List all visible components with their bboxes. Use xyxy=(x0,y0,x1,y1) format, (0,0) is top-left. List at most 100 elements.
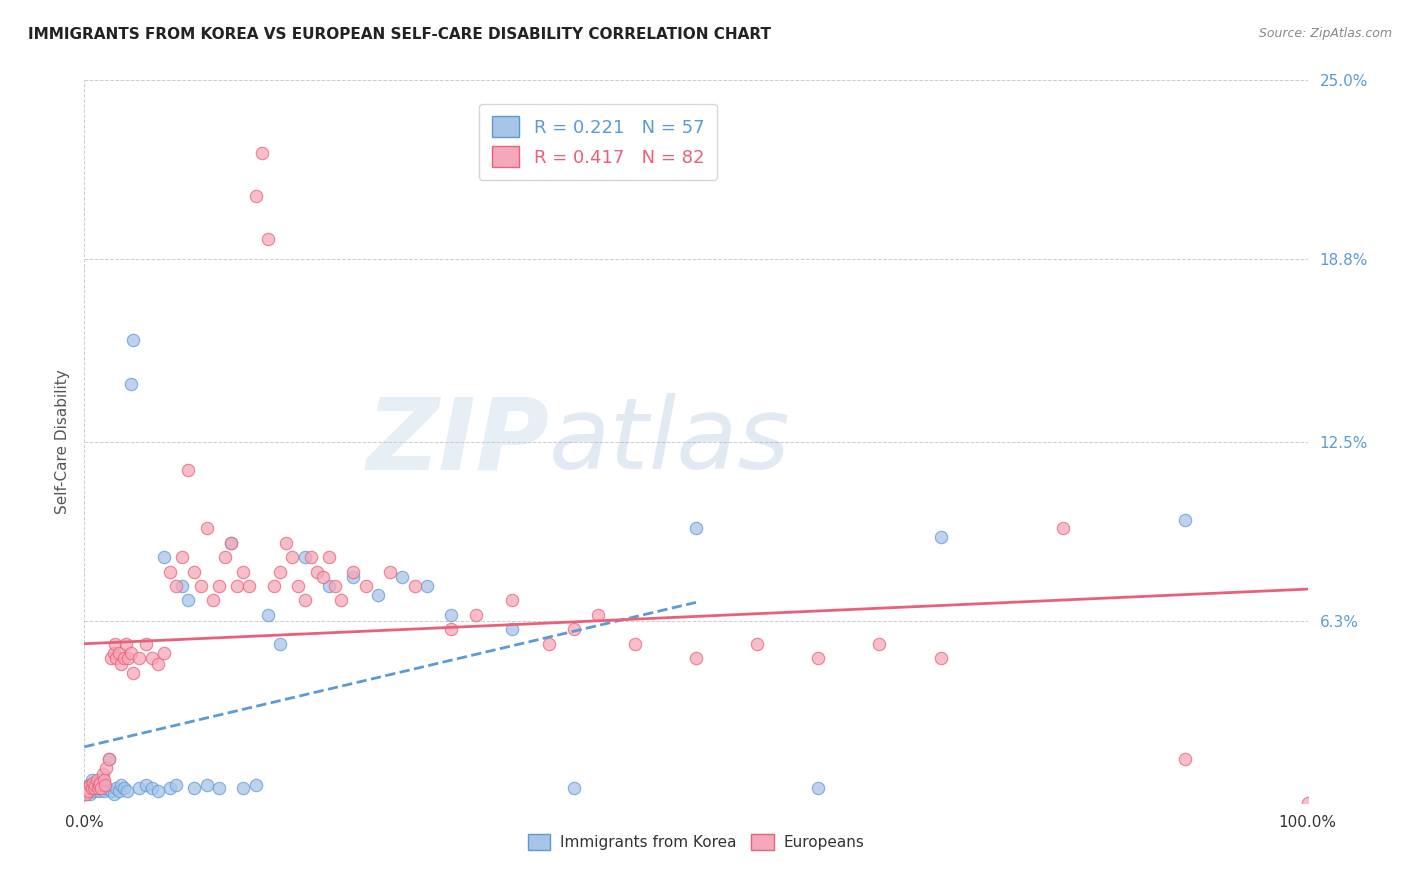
Point xyxy=(159,781,181,796)
Point xyxy=(87,781,110,796)
Point xyxy=(77,784,100,798)
Point xyxy=(502,593,524,607)
Point xyxy=(226,579,249,593)
Point xyxy=(177,463,200,477)
Point xyxy=(165,579,187,593)
Point xyxy=(97,752,120,766)
Point xyxy=(1174,512,1197,526)
Point xyxy=(354,579,377,593)
Point xyxy=(96,761,118,775)
Point xyxy=(77,784,100,798)
Point xyxy=(208,579,231,593)
Point xyxy=(135,637,157,651)
Point xyxy=(232,781,254,796)
Point xyxy=(586,607,609,622)
Point xyxy=(440,607,463,622)
Point xyxy=(141,651,163,665)
Point xyxy=(318,550,340,565)
Point xyxy=(87,779,110,793)
Point xyxy=(195,779,218,793)
Point xyxy=(146,784,169,798)
Point xyxy=(276,535,298,549)
Point xyxy=(807,651,830,665)
Text: ZIP: ZIP xyxy=(366,393,550,490)
Point xyxy=(299,550,322,565)
Point xyxy=(153,550,176,565)
Point xyxy=(103,646,125,660)
Point xyxy=(84,775,107,789)
Point xyxy=(79,787,101,801)
Y-axis label: Self-Care Disability: Self-Care Disability xyxy=(55,369,70,514)
Text: atlas: atlas xyxy=(550,393,790,490)
Point xyxy=(128,651,150,665)
Point xyxy=(86,772,108,787)
Point xyxy=(97,752,120,766)
Point xyxy=(562,781,585,796)
Point xyxy=(80,781,103,796)
Point xyxy=(214,550,236,565)
Point xyxy=(807,781,830,796)
Point xyxy=(219,535,242,549)
Text: IMMIGRANTS FROM KOREA VS EUROPEAN SELF-CARE DISABILITY CORRELATION CHART: IMMIGRANTS FROM KOREA VS EUROPEAN SELF-C… xyxy=(28,27,770,42)
Point xyxy=(312,570,335,584)
Point xyxy=(105,651,128,665)
Point xyxy=(208,781,231,796)
Point xyxy=(86,781,108,796)
Point xyxy=(195,521,218,535)
Point xyxy=(269,565,291,579)
Point xyxy=(82,775,104,789)
Point xyxy=(93,772,115,787)
Point xyxy=(104,637,127,651)
Point xyxy=(87,779,110,793)
Point xyxy=(120,376,142,391)
Point xyxy=(120,646,142,660)
Point xyxy=(90,781,112,796)
Point xyxy=(440,623,463,637)
Point xyxy=(263,579,285,593)
Point xyxy=(75,787,97,801)
Point xyxy=(83,784,105,798)
Point xyxy=(105,781,128,796)
Point xyxy=(245,189,267,203)
Point xyxy=(294,593,316,607)
Text: Source: ZipAtlas.com: Source: ZipAtlas.com xyxy=(1258,27,1392,40)
Point xyxy=(103,787,125,801)
Point xyxy=(159,565,181,579)
Legend: Immigrants from Korea, Europeans: Immigrants from Korea, Europeans xyxy=(522,829,870,856)
Point xyxy=(122,665,145,680)
Point xyxy=(90,781,112,796)
Point xyxy=(94,779,117,793)
Point xyxy=(117,651,139,665)
Point xyxy=(89,775,111,789)
Point xyxy=(153,646,176,660)
Point xyxy=(747,637,769,651)
Point xyxy=(172,579,194,593)
Point xyxy=(89,772,111,787)
Point xyxy=(76,781,98,796)
Point xyxy=(190,579,212,593)
Point xyxy=(1296,796,1319,810)
Point xyxy=(91,779,114,793)
Point xyxy=(257,607,280,622)
Point xyxy=(172,550,194,565)
Point xyxy=(183,565,205,579)
Point xyxy=(1174,752,1197,766)
Point xyxy=(232,565,254,579)
Point xyxy=(77,779,100,793)
Point xyxy=(93,784,115,798)
Point xyxy=(112,651,135,665)
Point xyxy=(929,651,952,665)
Point xyxy=(165,779,187,793)
Point xyxy=(238,579,260,593)
Point xyxy=(177,593,200,607)
Point xyxy=(128,781,150,796)
Point xyxy=(929,530,952,544)
Point xyxy=(135,779,157,793)
Point xyxy=(685,521,707,535)
Point xyxy=(1052,521,1074,535)
Point xyxy=(250,145,273,160)
Point xyxy=(183,781,205,796)
Point xyxy=(75,787,97,801)
Point xyxy=(404,579,426,593)
Point xyxy=(281,550,304,565)
